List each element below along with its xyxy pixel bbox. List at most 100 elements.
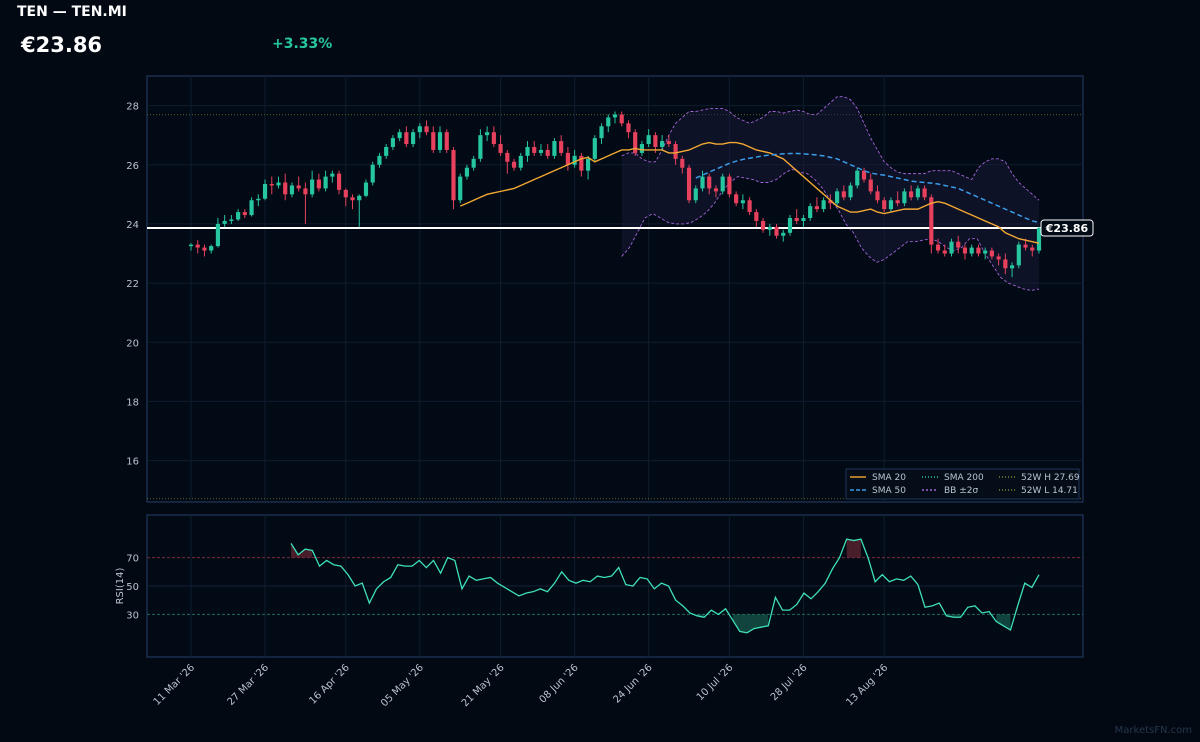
candle-body [976, 247, 981, 254]
candle [828, 194, 833, 210]
candle [236, 209, 241, 221]
rsi-overbought-fill [853, 539, 861, 558]
x-tick-label: 08 Jun '26 [537, 662, 580, 705]
candle [222, 215, 227, 227]
candle-body [283, 182, 288, 195]
candle [808, 203, 813, 221]
candle [774, 223, 779, 239]
candle [666, 135, 671, 147]
watermark: MarketsFN.com [1114, 725, 1192, 736]
candle [249, 197, 254, 217]
candle-body [579, 155, 584, 171]
candle [734, 191, 739, 207]
candle [572, 149, 577, 168]
candle [841, 185, 846, 201]
last-price-label-box [1040, 219, 1094, 237]
candle-body [599, 126, 604, 139]
candle-body [767, 226, 772, 230]
candle [377, 152, 382, 168]
rsi-oversold-fill [996, 614, 1004, 626]
candle-body [437, 132, 443, 150]
legend-box [845, 468, 1080, 500]
candle [532, 141, 537, 156]
candle-body [727, 176, 732, 195]
y-tick-label: 16 [126, 457, 139, 468]
candle-body [363, 182, 369, 196]
candle [619, 111, 624, 127]
candle [417, 123, 422, 139]
rsi-overbought-fill [305, 549, 313, 558]
x-axis: 11 Mar '26 27 Mar '26 16 Apr '26 05 May '26… [152, 662, 891, 709]
candle-body [835, 191, 840, 204]
candle-body [195, 244, 200, 248]
candle-body [1030, 247, 1035, 251]
candle-body [855, 170, 860, 186]
candle [888, 197, 894, 213]
y-tick-label: 18 [126, 397, 139, 408]
candle-body [693, 188, 698, 201]
candle [727, 173, 732, 198]
candle [700, 170, 705, 192]
candle [989, 247, 994, 260]
candle-body [707, 176, 712, 189]
bollinger-band-fill [621, 96, 1039, 291]
candle-body [485, 132, 490, 136]
candle-body [794, 218, 799, 221]
candle-body [478, 135, 483, 159]
candle [760, 218, 766, 233]
candle-body [215, 223, 221, 247]
legend-item: SMA 50 [850, 486, 906, 496]
candle [720, 173, 725, 195]
candle-body [882, 200, 887, 210]
candle [431, 126, 436, 153]
y-tick-label: 28 [126, 102, 139, 113]
candle-body [444, 132, 449, 150]
candle-body [747, 200, 752, 213]
candle [397, 129, 402, 142]
candle-body [269, 183, 274, 186]
candle-body [1036, 228, 1042, 251]
legend-item: 52W L 14.71 [999, 486, 1078, 496]
price-change: +3.33% [272, 36, 333, 52]
last-price-label: €23.86 [1040, 219, 1094, 237]
candle-body [209, 246, 214, 251]
candle-body [1023, 244, 1028, 248]
candle-body [915, 188, 920, 198]
candle-body [814, 206, 819, 210]
rsi-oversold-fill [732, 614, 740, 632]
candle [323, 170, 328, 192]
candle [195, 240, 200, 254]
candle-body [781, 232, 786, 236]
candle-body [949, 241, 954, 254]
candle-body [343, 189, 348, 198]
candle [229, 215, 234, 224]
candle-body [680, 158, 685, 168]
candle [680, 155, 685, 174]
candle-body [902, 191, 907, 204]
candle [606, 114, 611, 133]
candle [835, 188, 840, 207]
candle-body [256, 198, 261, 201]
candle-body [552, 141, 557, 156]
candle-body [451, 149, 456, 201]
candle-body [660, 141, 665, 147]
candle-body [411, 132, 416, 145]
candle-body [942, 250, 947, 254]
candle [801, 215, 806, 227]
candle [363, 179, 369, 198]
x-tick-label: 10 Jul '26 [695, 662, 736, 703]
candle [713, 185, 719, 198]
candle-body [612, 114, 618, 118]
legend-label: SMA 200 [944, 473, 984, 483]
candle-body [236, 212, 241, 220]
candle-body [592, 138, 597, 159]
candle-body [276, 182, 281, 186]
legend-label: BB ±2σ [944, 486, 978, 496]
candle [949, 238, 954, 257]
candle [511, 158, 517, 171]
candle-body [895, 200, 900, 204]
candle-body [458, 176, 463, 201]
candle-body [1009, 265, 1015, 269]
candle-body [323, 176, 328, 189]
